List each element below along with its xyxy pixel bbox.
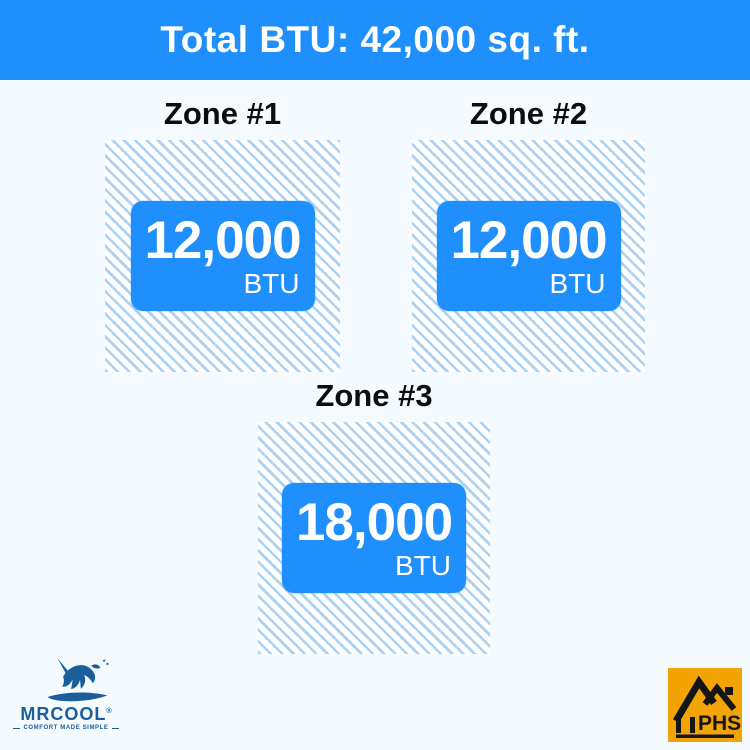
mrcool-tagline: COMFORT MADE SIMPLE xyxy=(13,725,119,731)
zone-1-btu-card: 12,000 BTU xyxy=(130,201,315,311)
phs-underline xyxy=(676,734,734,738)
zone-3-block: Zone #3 18,000 BTU xyxy=(258,376,490,654)
zone-1-block: Zone #1 12,000 BTU xyxy=(105,94,340,372)
zone-3-btu-card: 18,000 BTU xyxy=(282,483,466,593)
zone-3-hatched-area: 18,000 BTU xyxy=(258,422,490,654)
total-btu-banner: Total BTU: 42,000 sq. ft. xyxy=(0,0,750,80)
zone-2-btu-card: 12,000 BTU xyxy=(436,201,621,311)
zone-1-btu-unit: BTU xyxy=(243,267,300,299)
zone-1-title: Zone #1 xyxy=(163,96,282,131)
phs-logo: PHS xyxy=(668,668,742,742)
total-btu-title: Total BTU: 42,000 sq. ft. xyxy=(160,19,590,60)
mrcool-polar-bear-icon xyxy=(47,658,109,702)
mrcool-wordmark: MRCOOL® xyxy=(13,705,119,723)
zone-2-block: Zone #2 12,000 BTU xyxy=(412,94,645,372)
zone-1-btu-value: 12,000 xyxy=(144,211,301,271)
zone-2-btu-value: 12,000 xyxy=(450,211,607,271)
zone-3-title: Zone #3 xyxy=(315,378,433,413)
zone-3-btu-value: 18,000 xyxy=(295,493,453,553)
zone-2-hatched-area: 12,000 BTU xyxy=(412,140,645,372)
phs-chimney xyxy=(725,687,733,695)
zone-3-btu-unit: BTU xyxy=(395,549,451,581)
tagline-text: COMFORT MADE SIMPLE xyxy=(23,725,109,731)
mrcool-name: MRCOOL xyxy=(20,704,107,724)
zone-2-btu-unit: BTU xyxy=(549,267,606,299)
registered-mark: ® xyxy=(106,708,112,715)
zone-1-hatched-area: 12,000 BTU xyxy=(105,140,340,372)
phs-name-text: PHS xyxy=(698,712,741,735)
tagline-rule-right xyxy=(111,727,119,729)
tagline-rule-left xyxy=(13,727,21,729)
mrcool-logo: MRCOOL® COMFORT MADE SIMPLE xyxy=(13,655,119,731)
zone-2-title: Zone #2 xyxy=(469,96,588,131)
